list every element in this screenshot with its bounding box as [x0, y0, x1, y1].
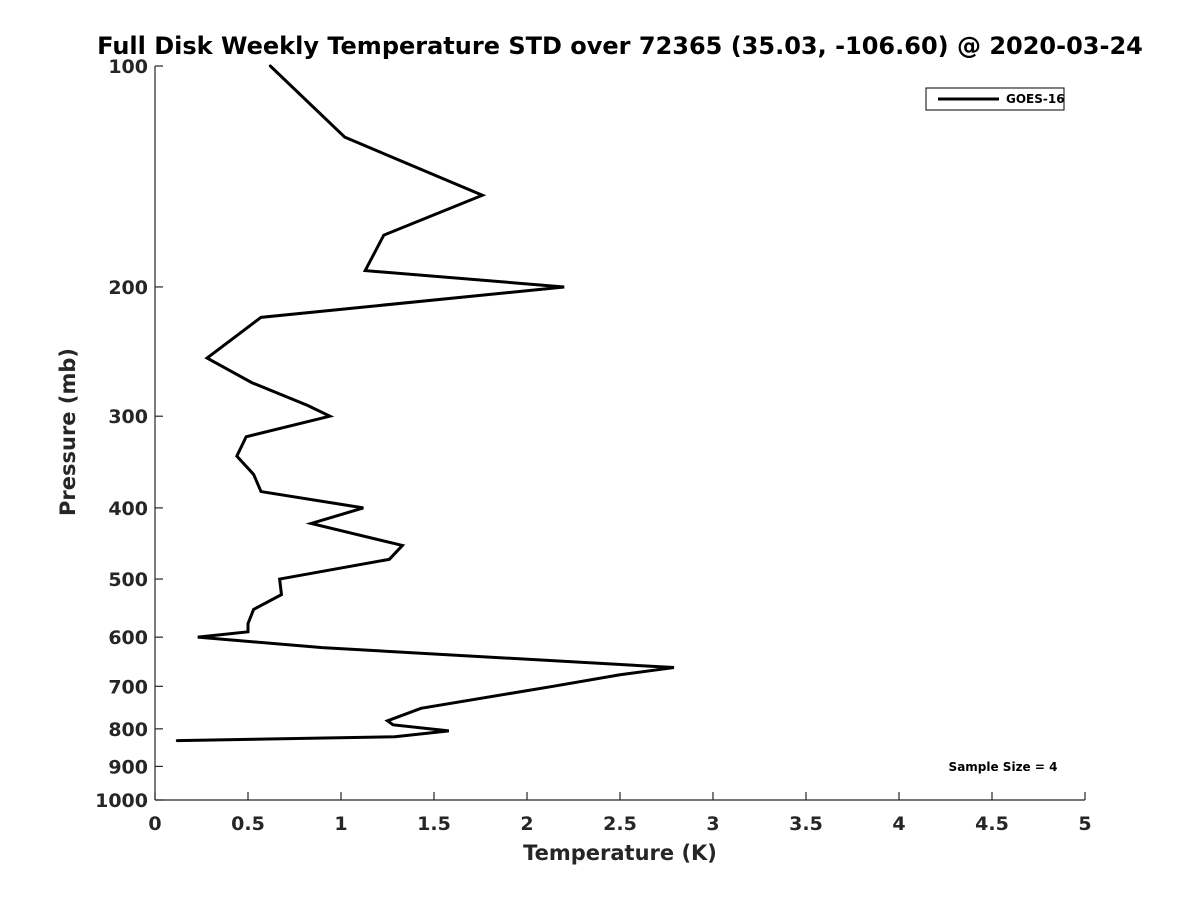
x-tick-label-7: 3.5 — [789, 813, 823, 835]
y-tick-label-4: 500 — [108, 569, 148, 591]
x-tick-label-5: 2.5 — [603, 813, 637, 835]
y-tick-label-7: 800 — [108, 719, 148, 741]
x-tick-label-2: 1 — [334, 813, 347, 835]
legend-label-goes-16: GOES-16 — [1006, 92, 1065, 106]
y-tick-label-9: 1000 — [95, 790, 148, 812]
y-tick-label-0: 100 — [108, 56, 148, 78]
sample-size-annotation: Sample Size = 4 — [949, 760, 1058, 774]
y-tick-label-3: 400 — [108, 498, 148, 520]
chart-title: Full Disk Weekly Temperature STD over 72… — [97, 32, 1143, 60]
x-tick-label-10: 5 — [1078, 813, 1091, 835]
y-axis-label: Pressure (mb) — [56, 348, 80, 516]
x-tick-label-8: 4 — [892, 813, 905, 835]
y-tick-label-2: 300 — [108, 406, 148, 428]
plot-area: 0 0.5 1 1.5 2 2.5 3 3.5 4 4.5 5 100 200 300 400 500 600 7… — [95, 56, 1092, 835]
y-tick-label-6: 700 — [108, 676, 148, 698]
x-tick-label-3: 1.5 — [417, 813, 451, 835]
y-tick-label-1: 200 — [108, 277, 148, 299]
x-tick-label-4: 2 — [520, 813, 533, 835]
y-tick-label-8: 900 — [108, 756, 148, 778]
series-line-goes-16 — [175, 64, 675, 743]
x-tick-label-9: 4.5 — [975, 813, 1009, 835]
y-tick-label-5: 600 — [108, 627, 148, 649]
legend: GOES-16 — [925, 87, 1065, 111]
x-axis-label: Temperature (K) — [523, 841, 717, 865]
x-tick-label-6: 3 — [706, 813, 719, 835]
x-tick-label-1: 0.5 — [231, 813, 265, 835]
x-tick-label-0: 0 — [148, 813, 161, 835]
